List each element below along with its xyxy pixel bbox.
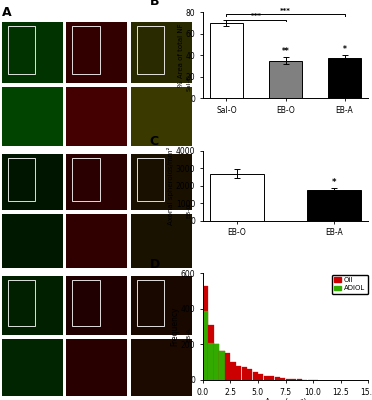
Bar bbox=[253, 372, 258, 380]
Text: B: B bbox=[150, 0, 159, 8]
Bar bbox=[131, 214, 192, 268]
Bar bbox=[2, 276, 62, 335]
Bar bbox=[241, 367, 247, 380]
Bar bbox=[131, 22, 192, 83]
Text: *: * bbox=[332, 178, 336, 187]
Bar bbox=[73, 280, 100, 326]
Bar bbox=[67, 214, 127, 268]
Bar bbox=[137, 26, 164, 74]
Bar bbox=[67, 154, 127, 210]
Bar bbox=[8, 158, 35, 201]
Bar bbox=[67, 87, 127, 146]
Bar bbox=[214, 344, 219, 380]
Text: *: * bbox=[343, 44, 346, 54]
Y-axis label: Frequency: Frequency bbox=[170, 307, 179, 346]
Bar bbox=[203, 286, 208, 380]
Text: MBP: MBP bbox=[89, 10, 105, 19]
Bar bbox=[2, 339, 62, 396]
X-axis label: Area (μm²): Area (μm²) bbox=[265, 398, 306, 400]
Text: ***: *** bbox=[280, 8, 291, 14]
Bar bbox=[236, 366, 241, 380]
Bar bbox=[219, 351, 225, 380]
Bar bbox=[2, 214, 62, 268]
Text: D: D bbox=[150, 258, 160, 271]
Text: Merge: Merge bbox=[149, 10, 173, 19]
Text: NF: NF bbox=[27, 10, 37, 19]
Bar bbox=[137, 158, 164, 201]
Bar bbox=[231, 362, 236, 380]
Bar bbox=[214, 344, 219, 380]
Bar bbox=[2, 87, 62, 146]
Text: ***: *** bbox=[251, 13, 262, 19]
Bar bbox=[2, 22, 62, 83]
Bar bbox=[264, 376, 269, 380]
Bar bbox=[269, 60, 302, 98]
Bar bbox=[210, 174, 264, 221]
Bar bbox=[73, 158, 100, 201]
Bar bbox=[258, 374, 263, 380]
Bar bbox=[67, 22, 127, 83]
Bar bbox=[328, 58, 361, 98]
Text: Sal-O: Sal-O bbox=[186, 74, 192, 92]
Y-axis label: % Area of total NF: % Area of total NF bbox=[178, 23, 184, 87]
Bar bbox=[286, 378, 291, 380]
Bar bbox=[210, 23, 243, 98]
Bar bbox=[225, 353, 230, 380]
Text: A: A bbox=[2, 6, 12, 19]
Bar bbox=[247, 369, 252, 380]
Text: **: ** bbox=[282, 47, 289, 56]
Bar bbox=[131, 276, 192, 335]
Bar bbox=[73, 26, 100, 74]
Bar bbox=[307, 190, 361, 221]
Bar bbox=[8, 280, 35, 326]
Legend: Oil, ADIOL: Oil, ADIOL bbox=[331, 274, 368, 294]
Bar bbox=[219, 351, 225, 380]
Bar bbox=[67, 339, 127, 396]
Bar bbox=[269, 376, 274, 380]
Bar bbox=[208, 343, 214, 380]
Bar bbox=[67, 276, 127, 335]
Bar bbox=[203, 310, 208, 380]
Bar bbox=[208, 325, 214, 380]
Text: EB-O: EB-O bbox=[186, 202, 192, 218]
Bar bbox=[137, 280, 164, 326]
Y-axis label: Axonal spheroids/mm²: Axonal spheroids/mm² bbox=[167, 146, 174, 225]
Bar bbox=[2, 154, 62, 210]
Text: EB-A: EB-A bbox=[186, 328, 192, 342]
Text: C: C bbox=[150, 135, 159, 148]
Bar bbox=[275, 377, 280, 380]
Bar bbox=[131, 87, 192, 146]
Bar bbox=[280, 378, 285, 380]
Bar bbox=[291, 379, 296, 380]
Bar bbox=[131, 154, 192, 210]
Bar bbox=[131, 339, 192, 396]
Bar bbox=[8, 26, 35, 74]
